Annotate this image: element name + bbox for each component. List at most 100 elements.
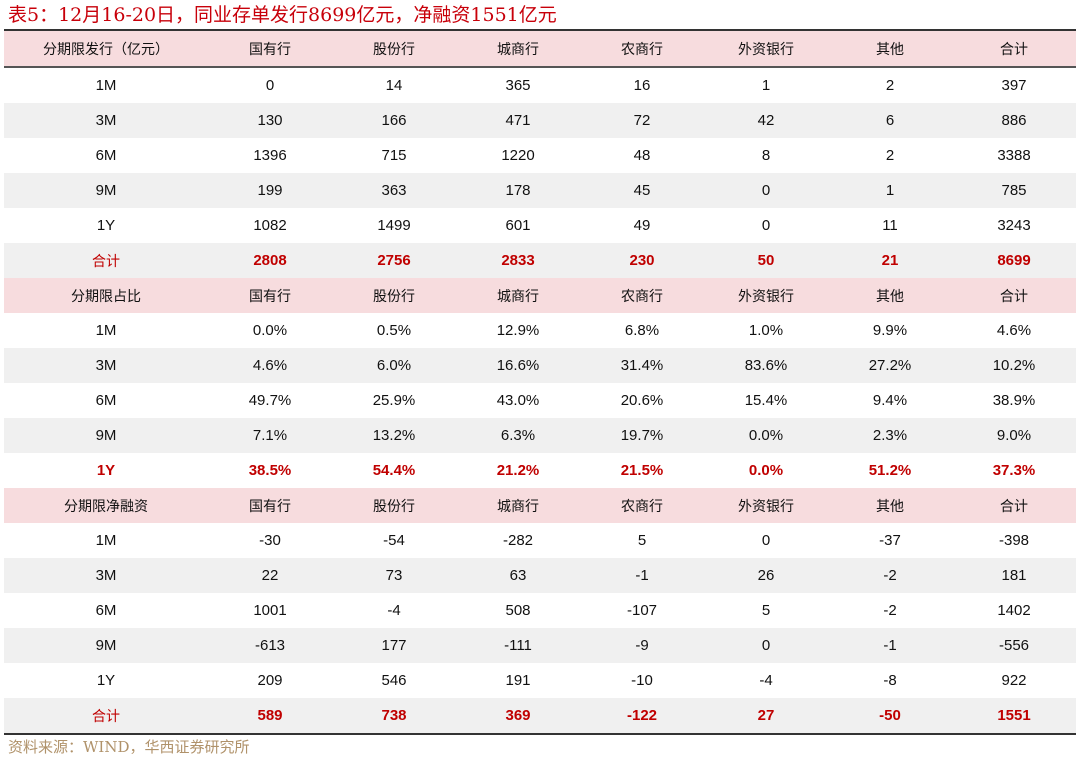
cell: 13.2% [332,418,456,453]
cell: 230 [580,243,704,278]
row-label: 6M [4,383,208,418]
header-cell: 国有行 [208,30,332,68]
cell: 1402 [952,593,1076,628]
header-cell: 股份行 [332,488,456,523]
cell: 14 [332,67,456,103]
row-label: 合计 [4,698,208,734]
header-cell: 合计 [952,278,1076,313]
cell: 191 [456,663,580,698]
cell: -2 [828,558,952,593]
row-label: 9M [4,418,208,453]
header-cell: 城商行 [456,278,580,313]
table-row: 3M 22 73 63 -1 26 -2 181 [4,558,1076,593]
cell: 363 [332,173,456,208]
cell: 1551 [952,698,1076,734]
cell: 5 [704,593,828,628]
cell: 50 [704,243,828,278]
cell: 0.0% [704,453,828,488]
cell: 546 [332,663,456,698]
cell: 72 [580,103,704,138]
table-row: 6M 1396 715 1220 48 8 2 3388 [4,138,1076,173]
cell: 785 [952,173,1076,208]
cell: 27 [704,698,828,734]
cell: 49.7% [208,383,332,418]
cd-issuance-table: 分期限发行（亿元） 国有行 股份行 城商行 农商行 外资银行 其他 合计 1M … [4,29,1076,735]
row-label: 1Y [4,453,208,488]
cell: 9.9% [828,313,952,348]
row-label: 1M [4,523,208,558]
table-row: 1M 0 14 365 16 1 2 397 [4,67,1076,103]
cell: 2808 [208,243,332,278]
header-cell: 国有行 [208,488,332,523]
cell: 4.6% [952,313,1076,348]
header-cell: 外资银行 [704,30,828,68]
cell: 0.5% [332,313,456,348]
cell: -282 [456,523,580,558]
cell: 54.4% [332,453,456,488]
header-cell: 合计 [952,488,1076,523]
cell: 1220 [456,138,580,173]
header-cell: 外资银行 [704,278,828,313]
cell: 51.2% [828,453,952,488]
cell: 45 [580,173,704,208]
cell: 397 [952,67,1076,103]
cell: 43.0% [456,383,580,418]
cell: 365 [456,67,580,103]
cell: -2 [828,593,952,628]
total-row: 合计 589 738 369 -122 27 -50 1551 [4,698,1076,734]
cell: -111 [456,628,580,663]
cell: 9.0% [952,418,1076,453]
cell: 42 [704,103,828,138]
table-row: 1Y 209 546 191 -10 -4 -8 922 [4,663,1076,698]
section-header-share: 分期限占比 国有行 股份行 城商行 农商行 外资银行 其他 合计 [4,278,1076,313]
header-cell: 股份行 [332,30,456,68]
cell: 0.0% [704,418,828,453]
row-label: 1Y [4,208,208,243]
cell: 2 [828,138,952,173]
row-label: 1M [4,67,208,103]
header-cell: 农商行 [580,278,704,313]
cell: 0 [704,628,828,663]
section-header-issuance: 分期限发行（亿元） 国有行 股份行 城商行 农商行 外资银行 其他 合计 [4,30,1076,68]
cell: -1 [828,628,952,663]
cell: 2756 [332,243,456,278]
header-cell: 农商行 [580,488,704,523]
cell: 9.4% [828,383,952,418]
header-cell: 合计 [952,30,1076,68]
table-row: 6M 49.7% 25.9% 43.0% 20.6% 15.4% 9.4% 38… [4,383,1076,418]
header-cell: 外资银行 [704,488,828,523]
cell: 0 [704,173,828,208]
cell: 26 [704,558,828,593]
cell: 8699 [952,243,1076,278]
cell: 1 [704,67,828,103]
cell: 508 [456,593,580,628]
cell: 2833 [456,243,580,278]
cell: 37.3% [952,453,1076,488]
cell: 0 [704,208,828,243]
cell: 6.0% [332,348,456,383]
table-row: 9M -613 177 -111 -9 0 -1 -556 [4,628,1076,663]
cell: 8 [704,138,828,173]
header-cell: 城商行 [456,30,580,68]
cell: 178 [456,173,580,208]
cell: 886 [952,103,1076,138]
cell: 130 [208,103,332,138]
cell: 48 [580,138,704,173]
cell: 1.0% [704,313,828,348]
cell: -398 [952,523,1076,558]
cell: 25.9% [332,383,456,418]
cell: -54 [332,523,456,558]
section-header-net-financing: 分期限净融资 国有行 股份行 城商行 农商行 外资银行 其他 合计 [4,488,1076,523]
row-label: 1Y [4,663,208,698]
cell: -122 [580,698,704,734]
cell: 2 [828,67,952,103]
cell: 0 [704,523,828,558]
cell: 1 [828,173,952,208]
row-label: 3M [4,103,208,138]
total-row: 合计 2808 2756 2833 230 50 21 8699 [4,243,1076,278]
cell: 589 [208,698,332,734]
cell: -50 [828,698,952,734]
cell: 1082 [208,208,332,243]
cell: 11 [828,208,952,243]
header-cell: 分期限净融资 [4,488,208,523]
